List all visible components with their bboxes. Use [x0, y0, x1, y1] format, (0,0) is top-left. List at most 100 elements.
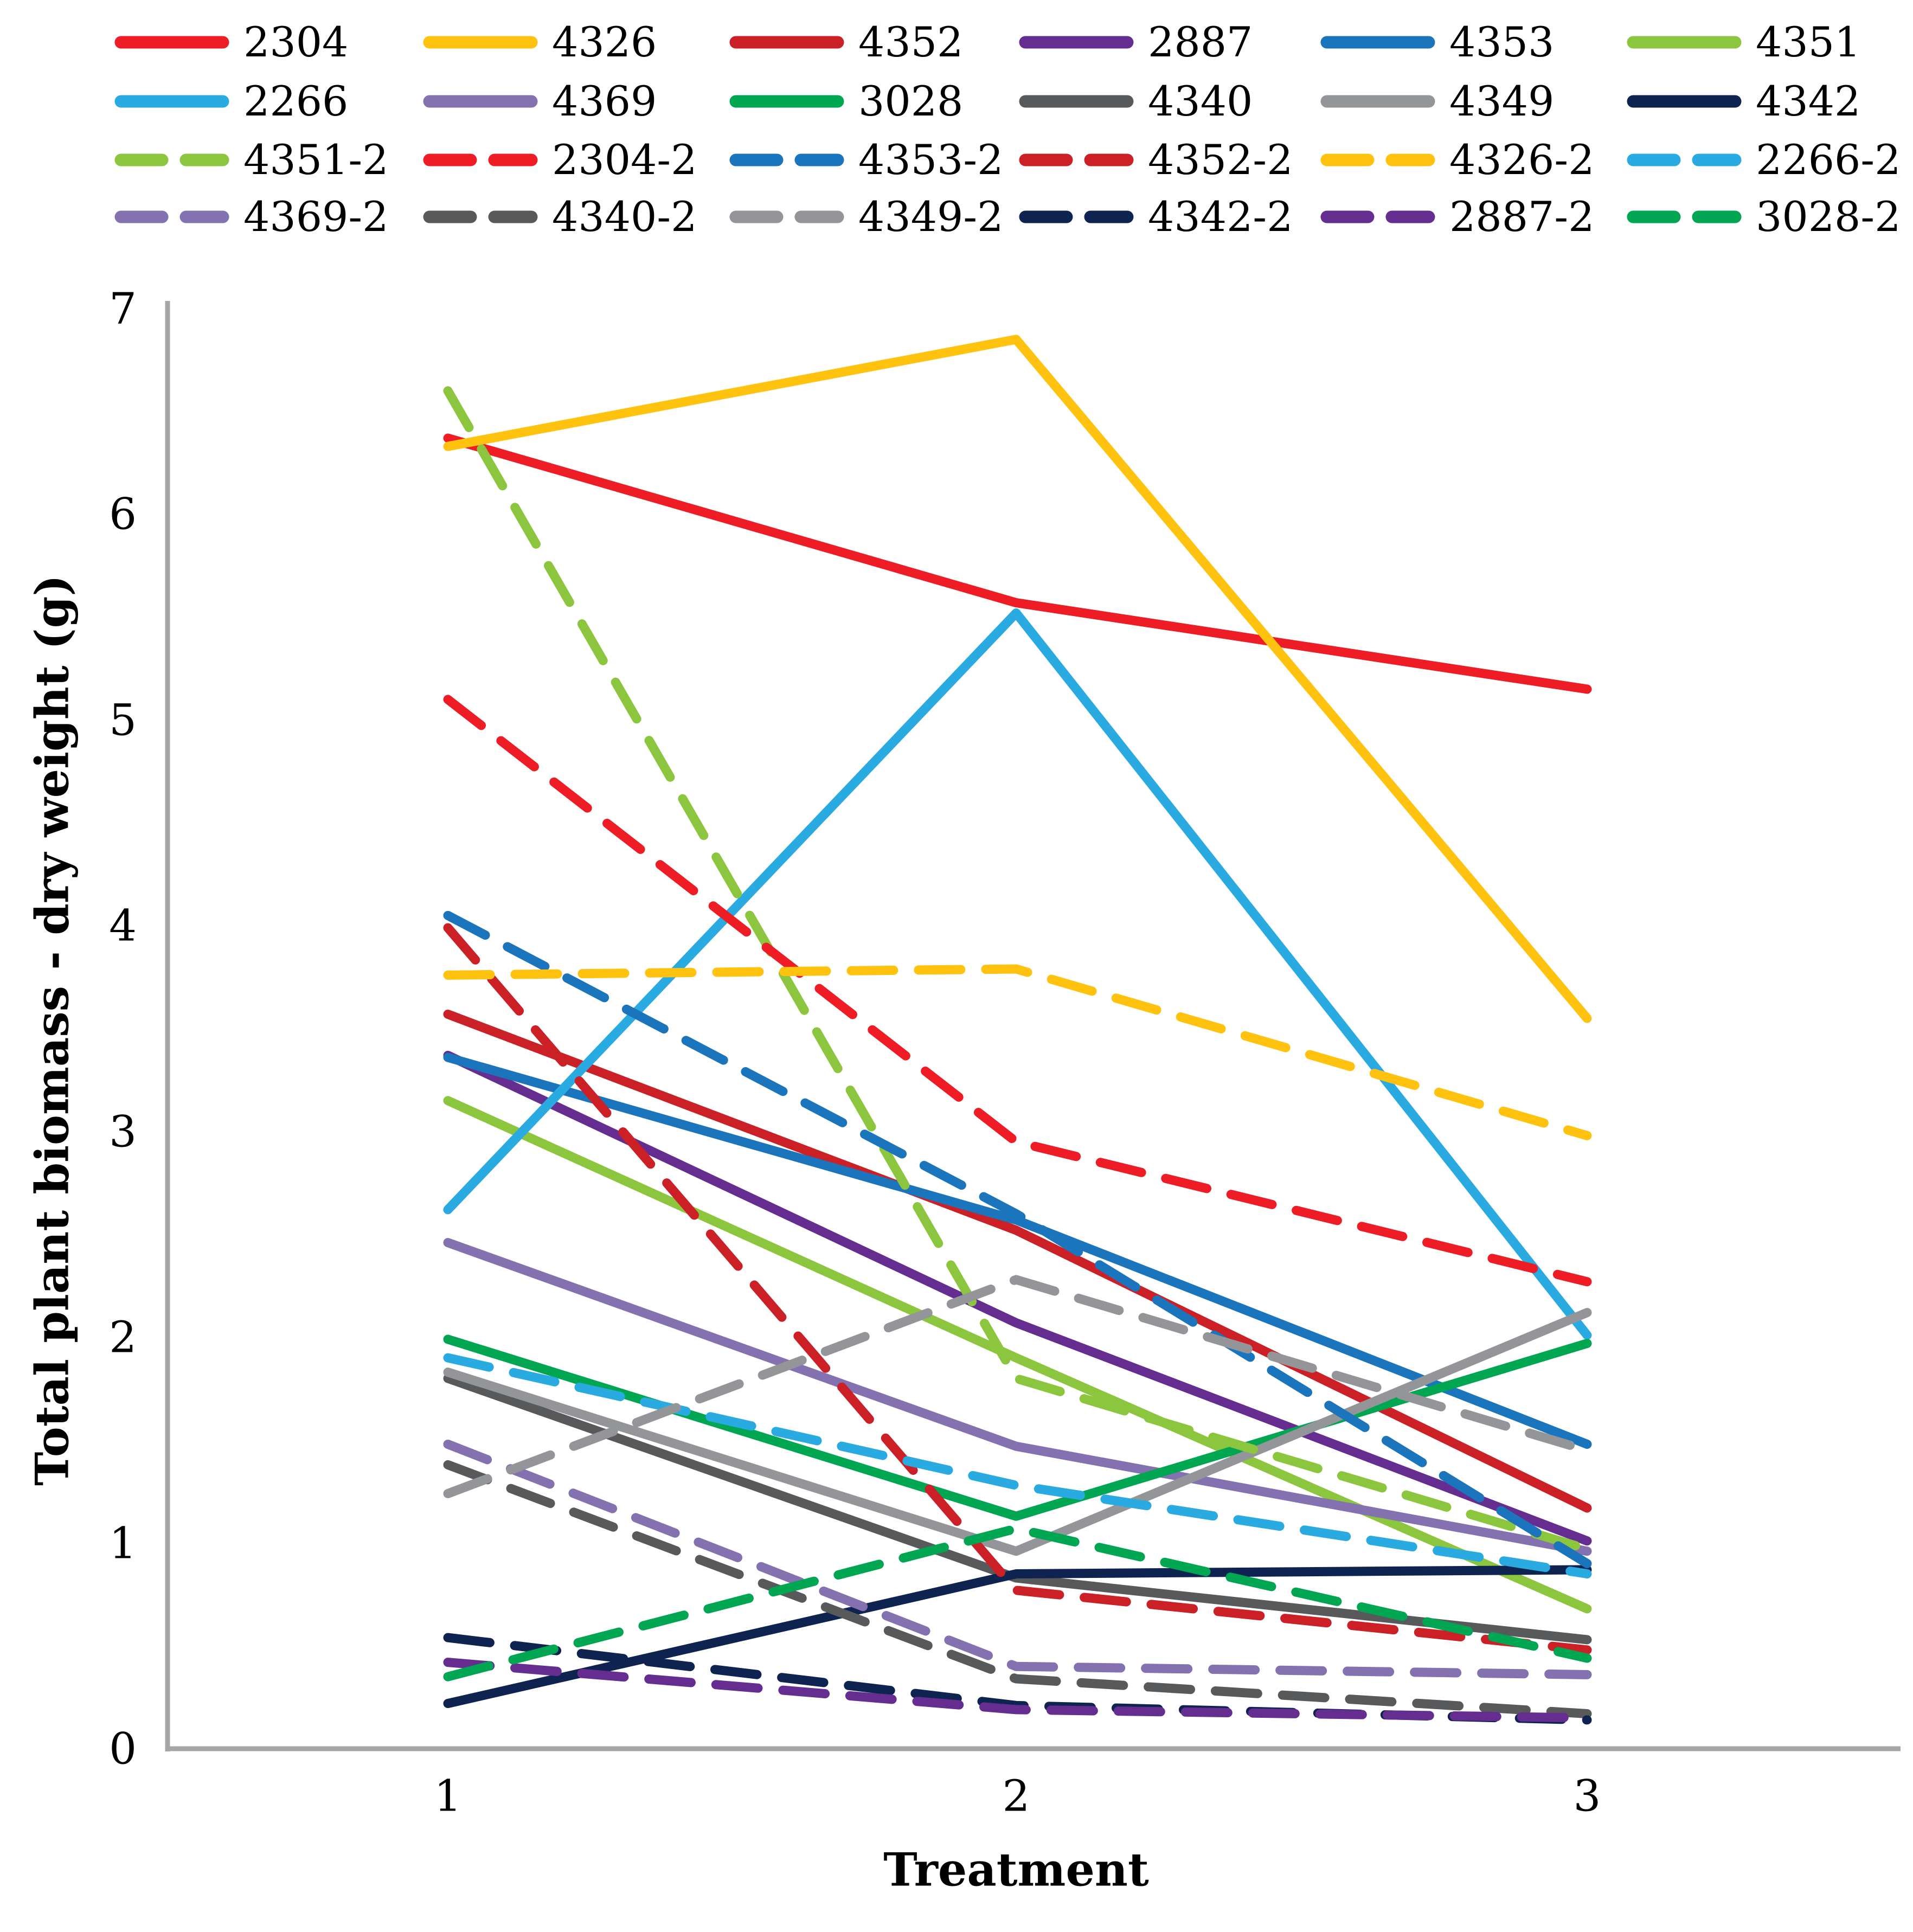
series-line-4340-2	[443, 1460, 1592, 1718]
legend-label: 4353	[1449, 18, 1555, 66]
legend-item-4326: 4326	[423, 16, 657, 68]
legend-label: 4369	[552, 77, 657, 125]
legend-swatch-2266-2	[1627, 153, 1742, 166]
legend-swatch-4352-2	[1019, 153, 1134, 166]
legend-item-4340: 4340	[1019, 75, 1253, 127]
legend-swatch-4351	[1627, 36, 1742, 49]
legend-swatch-2304	[114, 36, 229, 49]
y-tick-label-6: 6	[109, 489, 137, 540]
series-line-2887	[443, 1050, 1592, 1546]
legend-item-4351-2: 4351-2	[114, 134, 388, 186]
x-tick-label-1: 1	[434, 1770, 462, 1821]
legend-item-2304: 2304	[114, 16, 348, 68]
series-line-2304	[443, 433, 1592, 694]
legend-swatch-4353-2	[729, 153, 844, 166]
legend-swatch-4353	[1320, 36, 1435, 49]
series-line-2304-2	[443, 695, 1592, 1287]
series-line-4352-2	[443, 923, 1592, 1655]
legend-label: 4349-2	[858, 192, 1004, 241]
series-line-3028	[443, 1334, 1592, 1521]
legend-item-4369-2: 4369-2	[114, 191, 388, 243]
legend-item-3028-2: 3028-2	[1627, 191, 1901, 243]
legend-swatch-4340-2	[423, 210, 538, 223]
legend-item-4352-2: 4352-2	[1019, 134, 1293, 186]
legend-label: 2887-2	[1449, 192, 1595, 241]
legend-item-4353-2: 4353-2	[729, 134, 1003, 186]
series-line-4369	[443, 1238, 1592, 1556]
legend-label: 2266-2	[1756, 136, 1901, 184]
legend-item-4353: 4353	[1320, 16, 1554, 68]
y-tick-label-4: 4	[109, 900, 137, 951]
series-line-4349	[443, 1308, 1592, 1556]
legend-label: 3028	[858, 77, 964, 125]
series-line-4352	[443, 1009, 1592, 1513]
legend-swatch-4352	[729, 36, 844, 49]
x-tick-label-2: 2	[1002, 1770, 1030, 1821]
legend-label: 2887	[1148, 18, 1253, 66]
legend-item-4349: 4349	[1320, 75, 1554, 127]
series-line-4342	[443, 1565, 1592, 1709]
legend-item-4342-2: 4342-2	[1019, 191, 1293, 243]
legend-label: 4349	[1449, 77, 1555, 125]
legend-swatch-4369	[423, 95, 538, 108]
legend-swatch-4342-2	[1019, 210, 1134, 223]
y-tick-label-0: 0	[109, 1723, 137, 1774]
series-line-2266-2	[443, 1353, 1592, 1578]
legend-item-4342: 4342	[1627, 75, 1860, 127]
legend-label: 4352	[858, 18, 964, 66]
x-tick-label-3: 3	[1573, 1770, 1601, 1821]
legend-item-3028: 3028	[729, 75, 963, 127]
y-tick-label-1: 1	[109, 1518, 137, 1569]
y-axis-title: Total plant biomass - dry weight (g)	[25, 574, 79, 1486]
legend-swatch-2887-2	[1320, 210, 1435, 223]
y-tick-label-3: 3	[109, 1106, 137, 1157]
legend-item-2887: 2887	[1019, 16, 1253, 68]
legend-swatch-4349	[1320, 95, 1435, 108]
legend-item-4326-2: 4326-2	[1320, 134, 1594, 186]
legend-label: 4340	[1148, 77, 1253, 125]
legend-label: 4342-2	[1148, 192, 1293, 241]
legend-item-2266: 2266	[114, 75, 348, 127]
legend-label: 4326-2	[1449, 136, 1595, 184]
legend-swatch-4349-2	[729, 210, 844, 223]
legend-swatch-3028-2	[1627, 210, 1742, 223]
legend-swatch-4340	[1019, 95, 1134, 108]
legend-label: 4326	[552, 18, 657, 66]
legend-swatch-4326	[423, 36, 538, 49]
legend-item-2304-2: 2304-2	[423, 134, 697, 186]
legend-label: 4342	[1756, 77, 1861, 125]
legend-item-4349-2: 4349-2	[729, 191, 1003, 243]
series-line-4326	[443, 335, 1592, 1023]
legend-label: 4340-2	[552, 192, 697, 241]
x-axis-title: Treatment	[883, 1843, 1149, 1897]
legend-item-2266-2: 2266-2	[1627, 134, 1901, 186]
series-line-4351-2	[443, 386, 1592, 1554]
series-line-2887-2	[443, 1658, 1592, 1723]
legend-swatch-4342	[1627, 95, 1742, 108]
legend-item-4351: 4351	[1627, 16, 1860, 68]
legend-label: 4369-2	[243, 192, 389, 241]
y-tick-label-2: 2	[109, 1312, 137, 1363]
series-line-4353-2	[443, 910, 1592, 1569]
legend-swatch-2266	[114, 95, 229, 108]
legend-label: 2304	[243, 18, 349, 66]
legend-label: 2304-2	[552, 136, 697, 184]
legend-label: 4351-2	[243, 136, 389, 184]
legend-label: 4352-2	[1148, 136, 1293, 184]
legend-swatch-4351-2	[114, 153, 229, 166]
series-line-3028-2	[443, 1524, 1592, 1681]
legend-label: 4353-2	[858, 136, 1004, 184]
legend-swatch-2887	[1019, 36, 1134, 49]
legend-swatch-3028	[729, 95, 844, 108]
series-line-4369-2	[443, 1439, 1592, 1679]
legend-swatch-4326-2	[1320, 153, 1435, 166]
legend-label: 3028-2	[1756, 192, 1901, 241]
legend-swatch-2304-2	[423, 153, 538, 166]
legend-label: 4351	[1756, 18, 1861, 66]
legend-item-4340-2: 4340-2	[423, 191, 697, 243]
y-tick-label-5: 5	[109, 695, 137, 746]
series-line-4351	[443, 1096, 1592, 1614]
legend-label: 2266	[243, 77, 349, 125]
